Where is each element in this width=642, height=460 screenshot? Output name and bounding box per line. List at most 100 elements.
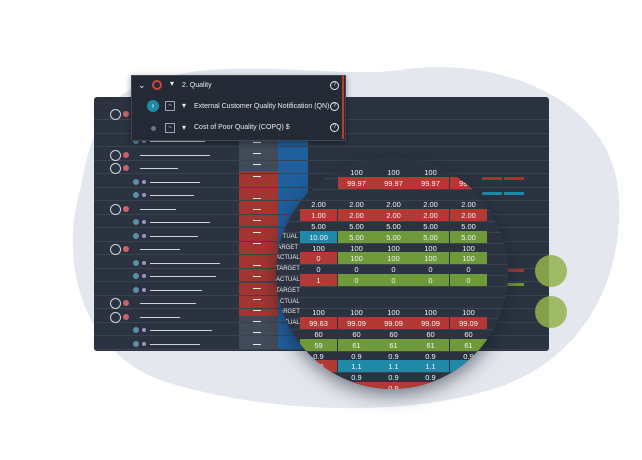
cell-value[interactable]: 2.00 xyxy=(311,200,326,210)
magnified-row[interactable]: ACTUAL 0 100 100 100 100 xyxy=(276,251,508,266)
cell-value[interactable]: 5.00 xyxy=(349,222,364,231)
expand-toggle-icon[interactable] xyxy=(110,149,121,161)
expand-toggle-icon[interactable] xyxy=(110,244,121,255)
cell-value[interactable]: 0 xyxy=(316,254,321,264)
cell-value[interactable]: 100 xyxy=(462,168,475,177)
cell-value[interactable]: 99.97 xyxy=(421,178,440,188)
cell-value[interactable]: 60 xyxy=(426,330,435,339)
cell-value[interactable]: 0 xyxy=(391,265,396,275)
dropdown-icon[interactable]: ▾ xyxy=(182,101,187,110)
cell-value[interactable]: 100 xyxy=(387,308,400,318)
toolbar-row-quality[interactable]: ⌄ ▾ 2. Quality ? xyxy=(132,76,345,96)
cell-value[interactable]: 100 xyxy=(424,254,437,264)
cell-value[interactable]: 100 xyxy=(350,243,363,253)
cell-value[interactable]: 5.00 xyxy=(423,222,438,231)
cell-value[interactable]: 0.9 xyxy=(425,373,436,383)
help-icon[interactable]: ? xyxy=(330,102,339,111)
actual-cell[interactable] xyxy=(239,293,278,305)
cell-value[interactable]: 0 xyxy=(466,276,471,285)
cell-value[interactable]: 2.00 xyxy=(423,200,438,210)
cell-value[interactable]: 60 xyxy=(464,330,473,339)
cell-value[interactable]: 0 xyxy=(466,265,471,275)
help-icon[interactable]: ? xyxy=(330,81,339,90)
expand-chevron-icon[interactable]: › xyxy=(147,100,159,112)
expand-toggle-icon[interactable] xyxy=(110,109,121,120)
cell-value[interactable]: 0.9 xyxy=(425,351,436,361)
actual-cell[interactable] xyxy=(239,305,278,316)
cell-value[interactable]: 1.00 xyxy=(311,211,326,221)
cell-value[interactable]: 1.1 xyxy=(425,362,436,372)
magnified-row[interactable]: TUAL 10.00 5.00 5.00 5.00 5.00 xyxy=(276,230,508,244)
actual-cell[interactable] xyxy=(239,282,278,294)
cell-value[interactable]: 5.00 xyxy=(386,232,401,242)
cell-value[interactable]: 100 xyxy=(387,243,400,253)
actual-cell[interactable] xyxy=(239,137,278,148)
magnified-row[interactable] xyxy=(276,187,508,201)
magnified-row[interactable]: 1.00 2.00 2.00 2.00 2.00 xyxy=(276,208,508,223)
cell-value[interactable]: 0.9 xyxy=(351,351,362,361)
cell-value[interactable]: 99.09 xyxy=(459,319,478,329)
actual-cell[interactable] xyxy=(239,237,278,249)
cell-value[interactable]: 5.00 xyxy=(461,232,476,242)
collapse-chevron-icon[interactable]: ⌄ xyxy=(138,80,146,90)
magnified-row[interactable]: 0.9 0.9 0.9 0.9 xyxy=(276,381,508,389)
cell-value[interactable]: 99.09 xyxy=(421,319,440,329)
cell-value[interactable]: 10.00 xyxy=(309,232,328,242)
magnified-row[interactable]: ACTUAL 99.63 99.09 99.09 99.09 99.09 xyxy=(276,316,508,331)
cell-value[interactable]: 100 xyxy=(312,308,325,318)
cell-value[interactable]: 1 xyxy=(316,276,321,285)
actual-cell[interactable] xyxy=(239,260,278,272)
cell-value[interactable]: 0 xyxy=(428,276,433,285)
cell-value[interactable]: 5.00 xyxy=(423,232,438,242)
expand-toggle-icon[interactable] xyxy=(110,311,121,323)
cell-value[interactable]: 60 xyxy=(314,330,323,339)
cell-value[interactable]: 100 xyxy=(350,308,363,318)
cell-value[interactable]: 0.9 xyxy=(388,351,399,361)
actual-cell[interactable] xyxy=(239,193,278,204)
cell-value[interactable]: 99.97 xyxy=(347,178,366,188)
cell-value[interactable]: 0.9 xyxy=(313,373,324,383)
cell-value[interactable]: 60 xyxy=(389,330,398,339)
cell-value[interactable]: 0.9 xyxy=(313,362,324,372)
actual-cell[interactable] xyxy=(239,170,278,182)
cell-value[interactable]: 2.00 xyxy=(386,211,401,221)
cell-value[interactable]: 0.9 xyxy=(313,351,324,361)
cell-value[interactable]: 61 xyxy=(389,340,398,350)
cell-value[interactable]: 2.00 xyxy=(461,211,476,221)
cell-value[interactable]: 61 xyxy=(352,340,361,350)
cell-value[interactable]: 2.00 xyxy=(349,211,364,221)
expand-toggle-icon[interactable] xyxy=(110,298,121,309)
cell-value[interactable]: 100 xyxy=(424,243,437,253)
cell-value[interactable]: 2.00 xyxy=(461,200,476,210)
cell-value[interactable]: 59 xyxy=(314,340,323,350)
actual-cell[interactable] xyxy=(239,159,278,170)
cell-value[interactable]: 0.9 xyxy=(351,384,362,389)
cell-value[interactable]: 5.00 xyxy=(311,222,326,231)
cell-value[interactable]: 2.00 xyxy=(386,200,401,210)
cell-value[interactable]: 0.9 xyxy=(463,373,474,383)
cell-value[interactable]: 99.97 xyxy=(459,178,478,188)
cell-value[interactable]: 100 xyxy=(462,308,475,318)
cell-value[interactable]: 0 xyxy=(316,265,321,275)
cell-value[interactable]: 0 xyxy=(354,276,359,285)
cell-value[interactable]: 99.09 xyxy=(384,319,403,329)
actual-cell[interactable] xyxy=(239,215,278,227)
cell-value[interactable]: 5.00 xyxy=(349,232,364,242)
cell-value[interactable]: 100 xyxy=(424,168,437,177)
cell-value[interactable]: 100 xyxy=(462,254,475,264)
cell-value[interactable]: 100 xyxy=(387,254,400,264)
cell-value[interactable]: 99.09 xyxy=(347,319,366,329)
cell-value[interactable]: 60 xyxy=(352,330,361,339)
cell-value[interactable]: 1.1 xyxy=(388,362,399,372)
cell-value[interactable]: 100 xyxy=(462,243,475,253)
cell-value[interactable]: 100 xyxy=(387,168,400,177)
cell-value[interactable]: 100 xyxy=(350,254,363,264)
cell-value[interactable]: 0.9 xyxy=(463,384,474,389)
cell-value[interactable]: 2.00 xyxy=(423,211,438,221)
magnified-row[interactable]: TARGET xyxy=(276,284,508,298)
cell-value[interactable]: 99.97 xyxy=(384,178,403,188)
cell-value[interactable]: 0 xyxy=(428,265,433,275)
cell-value[interactable]: 5.00 xyxy=(461,222,476,231)
cell-value[interactable]: 0.9 xyxy=(351,373,362,383)
magnified-row[interactable]: ACTUAL xyxy=(276,295,508,309)
